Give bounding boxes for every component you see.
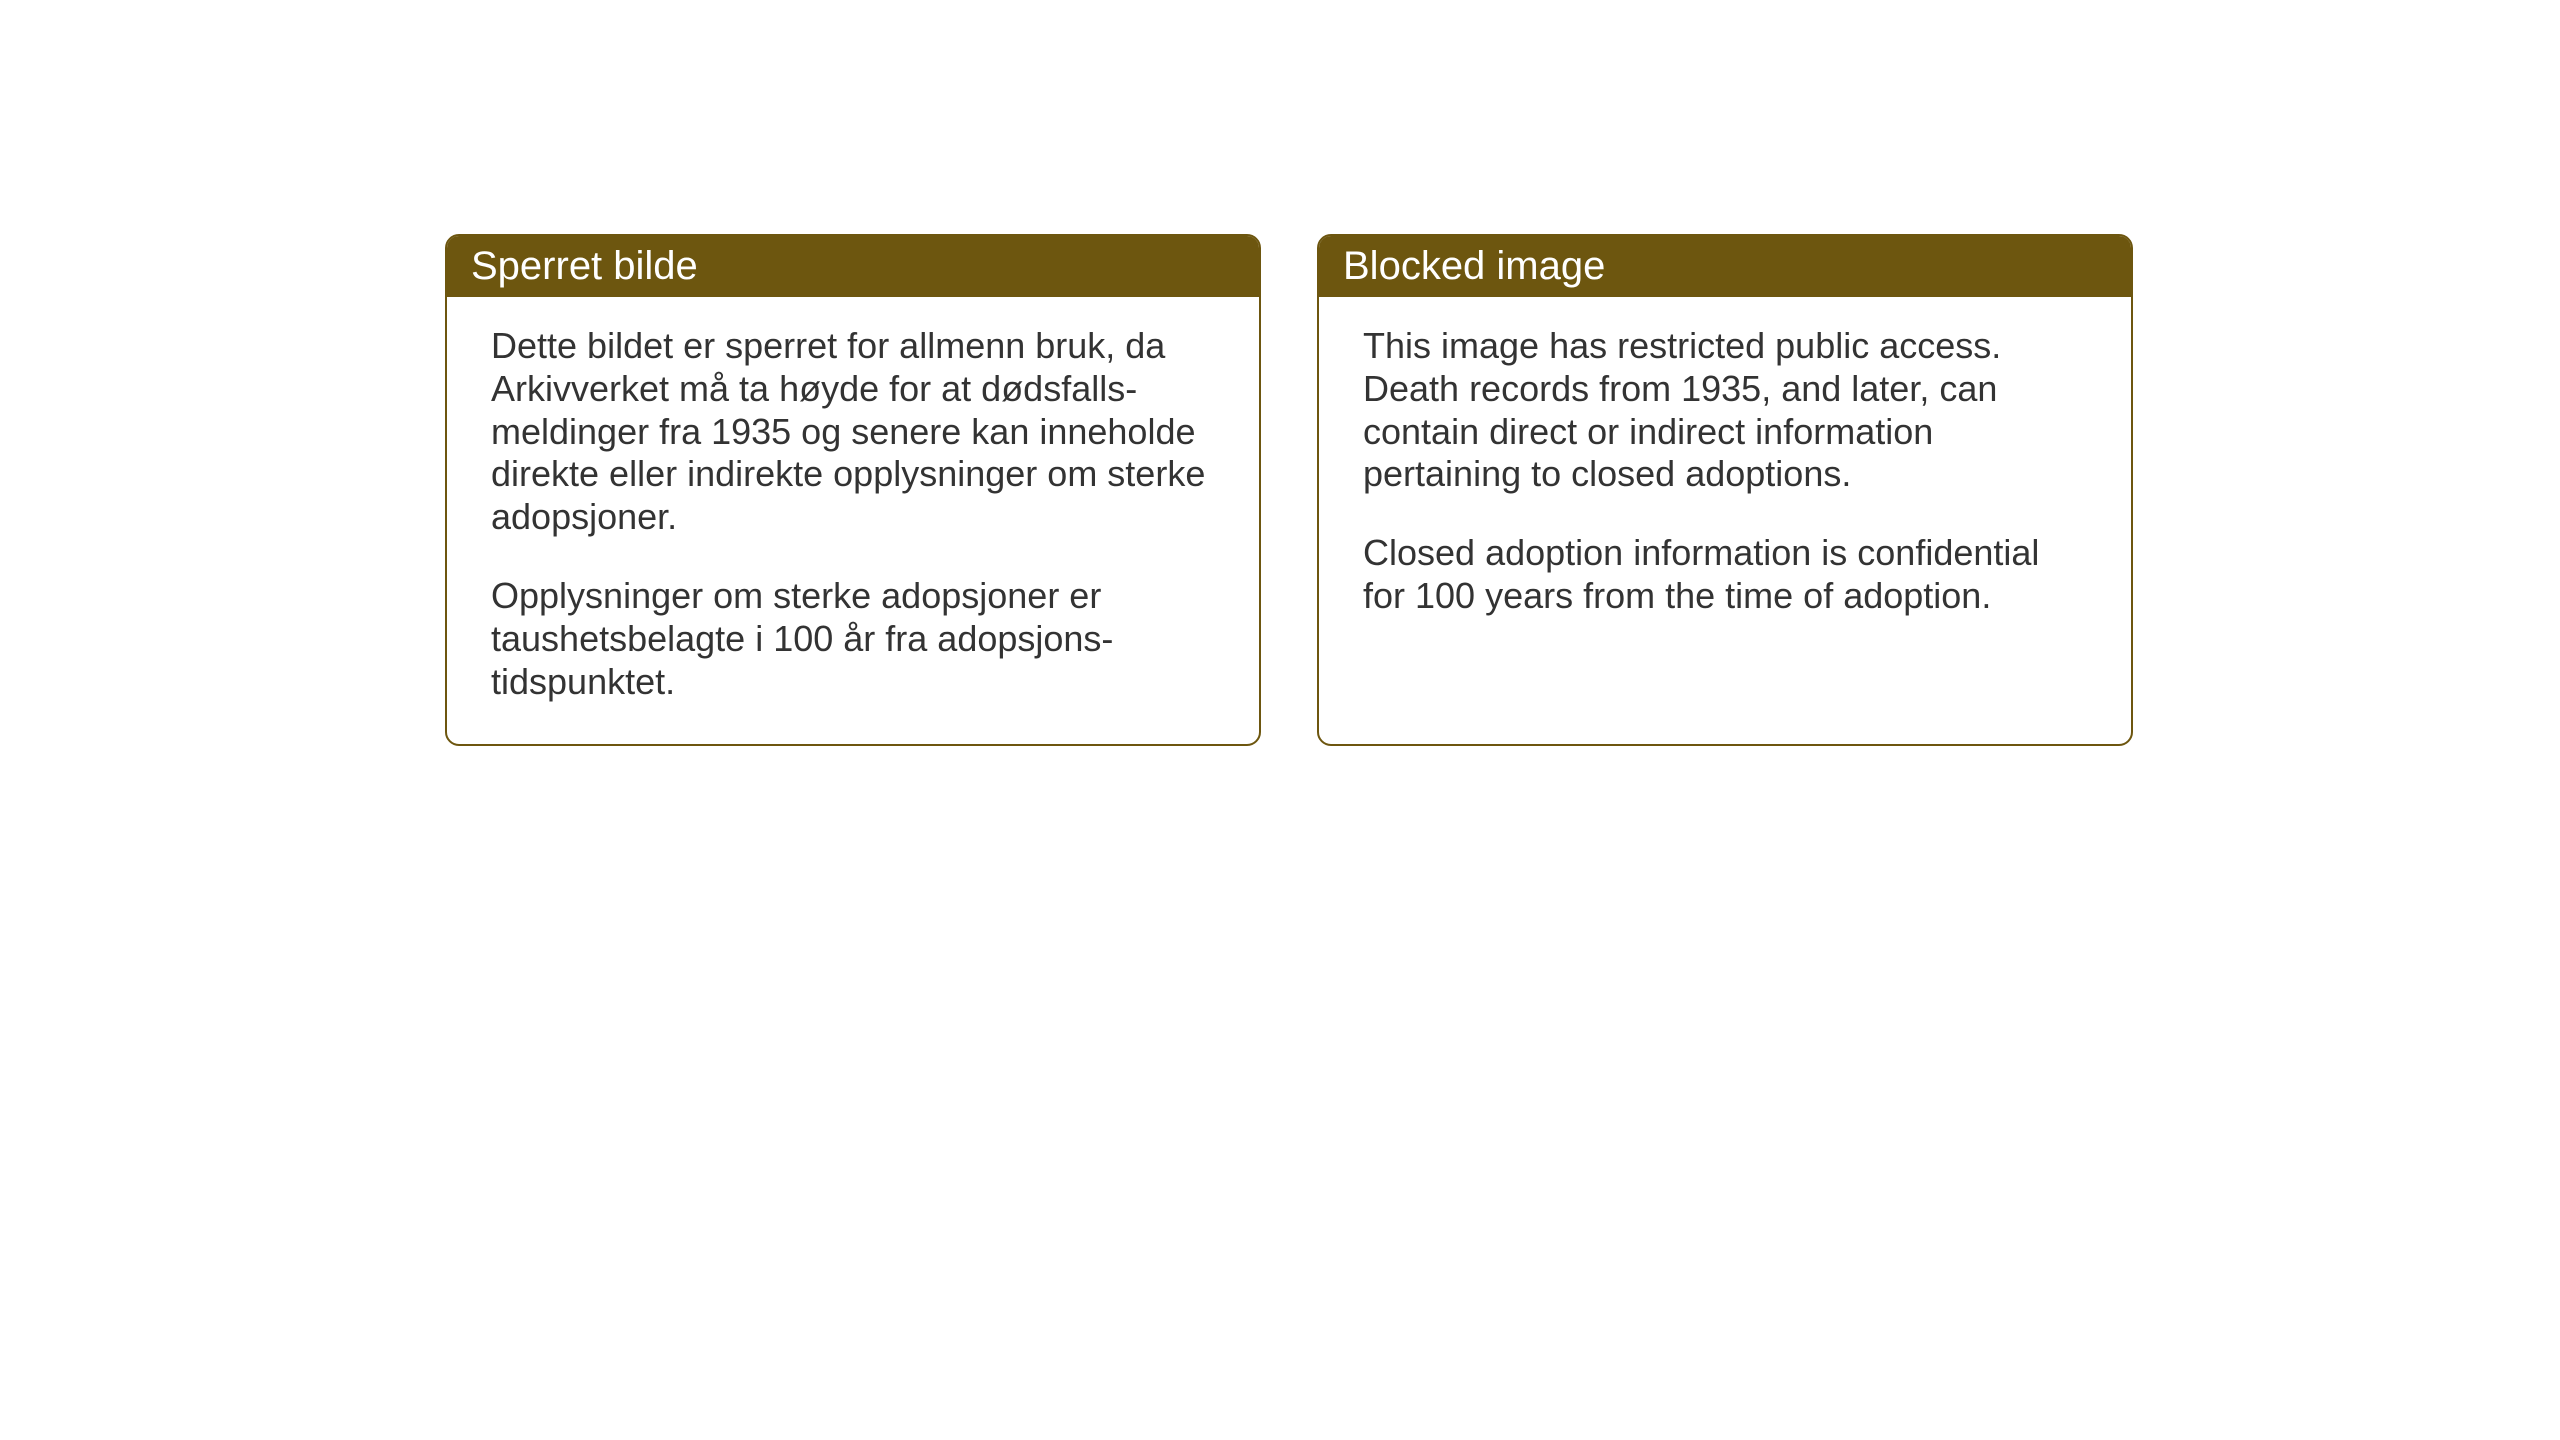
cards-container: Sperret bilde Dette bildet er sperret fo…: [0, 0, 2560, 746]
card-english-title: Blocked image: [1343, 244, 1605, 288]
card-norwegian-title: Sperret bilde: [471, 244, 698, 288]
card-norwegian-paragraph-2: Opplysninger om sterke adopsjoner er tau…: [491, 575, 1215, 703]
card-english-header: Blocked image: [1319, 236, 2131, 297]
card-norwegian-header: Sperret bilde: [447, 236, 1259, 297]
card-norwegian: Sperret bilde Dette bildet er sperret fo…: [445, 234, 1261, 746]
card-english-body: This image has restricted public access.…: [1319, 297, 2131, 658]
card-english-paragraph-1: This image has restricted public access.…: [1363, 325, 2087, 496]
card-norwegian-body: Dette bildet er sperret for allmenn bruk…: [447, 297, 1259, 744]
card-norwegian-paragraph-1: Dette bildet er sperret for allmenn bruk…: [491, 325, 1215, 539]
card-english: Blocked image This image has restricted …: [1317, 234, 2133, 746]
card-english-paragraph-2: Closed adoption information is confident…: [1363, 532, 2087, 618]
